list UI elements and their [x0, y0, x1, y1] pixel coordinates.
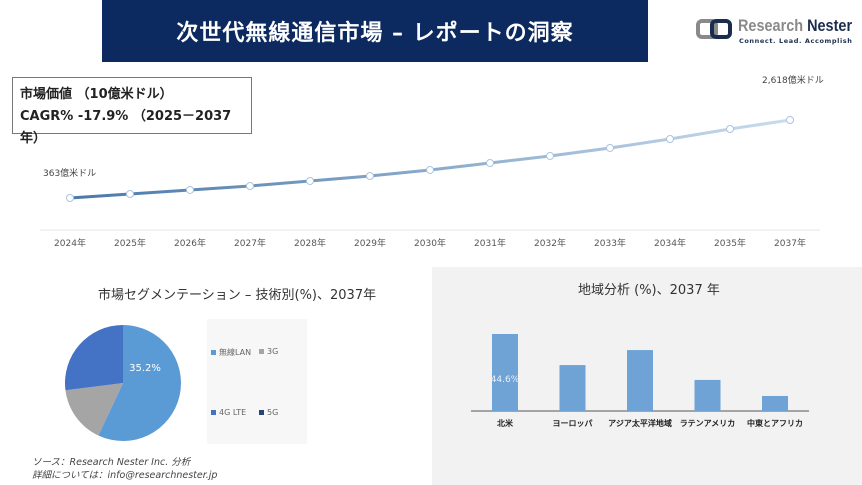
legend-label: 3G — [267, 347, 279, 356]
x-tick-label: 2030年 — [414, 237, 446, 249]
research-nester-logo: Research Nester Connect. Lead. Accomplis… — [696, 16, 852, 46]
legend-item-wlan: 無線LAN — [211, 347, 251, 358]
legend-label: 4G LTE — [219, 408, 247, 417]
x-tick-label: 2034年 — [654, 237, 686, 249]
bar-category-label: 中東とアフリカ — [747, 418, 803, 428]
bar — [559, 365, 586, 411]
logo-name-bold: Nester — [807, 16, 853, 35]
x-tick-label: 2031年 — [474, 237, 506, 249]
logo-name-light: Research — [738, 16, 808, 35]
bar-chart-title: 地域分析 (%)、2037 年 — [578, 283, 720, 298]
pie-slice-0 — [98, 325, 181, 441]
pie-data-label: 35.2% — [129, 363, 161, 374]
x-tick-label: 2032年 — [534, 237, 566, 249]
legend-label: 5G — [267, 408, 279, 417]
x-tick-label: 2027年 — [234, 237, 266, 249]
bar-category-label: 北米 — [497, 418, 514, 428]
line-point — [306, 176, 314, 185]
logo-icon — [696, 19, 732, 39]
source-text: ソース：Research Nester Inc. 分析 — [32, 457, 191, 468]
legend-item-5g: 5G — [259, 408, 278, 417]
line-point — [606, 143, 614, 152]
line-point — [126, 189, 134, 198]
line-point — [366, 172, 374, 181]
contact-text: 詳細については：info@researchnester.jp — [32, 470, 218, 481]
line-point — [786, 116, 794, 124]
line-point — [186, 185, 194, 194]
pie-chart-title: 市場セグメンテーション – 技術別(%)、2037年 — [98, 288, 377, 303]
bar-category-label: アジア太平洋地域 — [608, 418, 672, 428]
line-chart: 2024年 2025年 2026年 2027年 2028年 2029年 2030年 2031年… — [40, 116, 820, 249]
page-title: 次世代無線通信市場 – レポートの洞察 — [102, 0, 648, 62]
source-note: ソース：Research Nester Inc. 分析 詳細については：info… — [32, 456, 217, 482]
market-info-box: 市場価値 （10億米ドル） CAGR% -17.9% （2025－2037年） — [12, 77, 252, 146]
x-tick-label: 2035年 — [714, 237, 746, 249]
pie-slice-2 — [65, 325, 123, 391]
bar-category-label: ヨーロッパ — [553, 418, 593, 428]
end-value-label: 2,618億米ドル — [762, 76, 824, 86]
line-point — [666, 134, 674, 143]
line-point — [426, 165, 434, 174]
x-tick-label: 2033年 — [594, 237, 626, 249]
bar — [627, 350, 653, 411]
x-tick-label: 2024年 — [54, 237, 86, 249]
bar-category-label: ラテンアメリカ — [680, 419, 736, 428]
line-point — [726, 124, 734, 133]
logo-tagline: Connect. Lead. Accomplish — [739, 37, 853, 45]
line-point — [486, 158, 494, 167]
pie-slice-1 — [65, 383, 123, 436]
x-tick-label: 2028年 — [294, 237, 326, 249]
bar — [762, 395, 788, 411]
legend-label: 無線LAN — [219, 348, 252, 357]
legend-item-4g: 4G LTE — [211, 408, 246, 417]
x-tick-label: 2037年 — [774, 237, 806, 249]
line-point — [546, 151, 554, 160]
x-tick-label: 2026年 — [174, 237, 206, 249]
start-value-label: 363億米ドル — [43, 169, 97, 179]
x-tick-label: 2025年 — [114, 237, 146, 249]
legend-item-3g: 3G — [259, 347, 278, 356]
line-point — [66, 194, 74, 202]
market-value-label: 市場価値 （10億米ドル） — [20, 87, 173, 102]
x-tick-label: 2029年 — [354, 237, 386, 249]
bar — [694, 379, 721, 411]
cagr-label: CAGR% -17.9% （2025－2037年） — [20, 109, 232, 146]
bar-data-label: 44.6% — [491, 375, 520, 385]
line-point — [246, 181, 254, 190]
pie-legend: 無線LAN 3G 4G LTE 5G — [207, 319, 307, 444]
bar — [492, 334, 518, 411]
